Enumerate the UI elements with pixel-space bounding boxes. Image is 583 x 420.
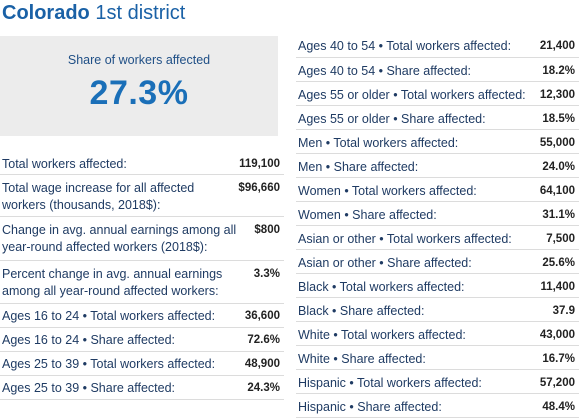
stat-value: 24.3% (247, 382, 280, 394)
stat-label: Asian or other • Share affected: (298, 256, 472, 270)
stat-row: Women • Share affected: 31.1% (296, 202, 579, 226)
stat-value: 24.0% (542, 161, 575, 173)
stat-label: Total wage increase for all affected wor… (2, 181, 195, 212)
page-title: Colorado 1st district (2, 0, 185, 26)
stat-row: Ages 25 to 39 • Total workers affected: … (0, 352, 284, 376)
stat-row: Total workers affected: 119,100 (0, 147, 284, 175)
stat-row: Ages 55 or older • Total workers affecte… (296, 82, 579, 106)
stat-label: Men • Share affected: (298, 160, 419, 174)
stat-label: Ages 40 to 54 • Total workers affected: (298, 39, 512, 53)
stat-label: Ages 55 or older • Total workers affecte… (298, 88, 526, 102)
stat-row: Men • Total workers affected: 55,000 (296, 130, 579, 154)
stat-value: 119,100 (239, 158, 280, 170)
stat-row: Men • Share affected: 24.0% (296, 154, 579, 178)
stat-value: 48.4% (542, 401, 575, 413)
stat-row: Ages 16 to 24 • Share affected: 72.6% (0, 328, 284, 352)
stat-value: 16.7% (542, 353, 575, 365)
stat-row: Change in avg. annual earnings among all… (0, 217, 284, 261)
stat-row: Percent change in avg. annual earnings a… (0, 261, 284, 304)
stat-label: Ages 16 to 24 • Share affected: (2, 333, 176, 347)
stat-value: 43,000 (539, 329, 575, 341)
stat-row: Ages 40 to 54 • Share affected: 18.2% (296, 58, 579, 82)
stat-label: White • Share affected: (298, 352, 426, 366)
stat-value: 36,600 (244, 310, 280, 322)
stat-row: Hispanic • Total workers affected: 57,20… (296, 370, 579, 394)
stat-row: Ages 25 to 39 • Share affected: 24.3% (0, 376, 284, 400)
stat-value: 11,400 (540, 281, 575, 293)
district-name: 1st district (95, 2, 186, 24)
share-summary-value: 27.3% (89, 74, 189, 112)
stat-row: Black • Share affected: 37.9 (296, 298, 579, 322)
stat-row: White • Share affected: 16.7% (296, 346, 579, 370)
stat-row: Asian or other • Total workers affected:… (296, 226, 579, 250)
stat-label: Asian or other • Total workers affected: (298, 232, 512, 246)
stat-row: Ages 40 to 54 • Total workers affected: … (296, 34, 579, 58)
stat-value: 18.5% (542, 113, 575, 125)
stat-row: Total wage increase for all affected wor… (0, 175, 284, 217)
stat-label: Total workers affected: (2, 157, 127, 171)
stat-label: Ages 25 to 39 • Share affected: (2, 381, 176, 395)
stat-value: 55,000 (539, 137, 575, 149)
stat-value: 64,100 (539, 185, 575, 197)
stat-row: Women • Total workers affected: 64,100 (296, 178, 579, 202)
stat-label: Black • Total workers affected: (298, 280, 465, 294)
stat-label: Change in avg. annual earnings among all… (2, 223, 237, 254)
stat-row: Black • Total workers affected: 11,400 (296, 274, 579, 298)
stat-label: Percent change in avg. annual earnings a… (2, 267, 223, 298)
stat-value: 21,400 (539, 40, 575, 52)
stat-label: Ages 25 to 39 • Total workers affected: (2, 357, 216, 371)
stat-label: Ages 40 to 54 • Share affected: (298, 64, 472, 78)
stat-row: Ages 16 to 24 • Total workers affected: … (0, 304, 284, 328)
stat-label: Women • Share affected: (298, 208, 437, 222)
stat-label: White • Total workers affected: (298, 328, 466, 342)
stat-label: Ages 16 to 24 • Total workers affected: (2, 309, 216, 323)
stat-label: Hispanic • Total workers affected: (298, 376, 482, 390)
stat-label: Hispanic • Share affected: (298, 400, 442, 414)
stat-value: 25.6% (542, 257, 575, 269)
stat-value: 3.3% (253, 268, 280, 280)
stat-value: $96,660 (238, 182, 280, 194)
stat-value: $800 (254, 224, 280, 236)
stat-label: Black • Share affected: (298, 304, 425, 318)
stat-value: 37.9 (552, 305, 575, 317)
stat-value: 72.6% (247, 334, 280, 346)
stat-label: Women • Total workers affected: (298, 184, 477, 198)
stat-label: Ages 55 or older • Share affected: (298, 112, 486, 126)
stat-value: 48,900 (244, 358, 280, 370)
stat-value: 31.1% (542, 209, 575, 221)
stat-label: Men • Total workers affected: (298, 136, 459, 150)
stat-row: Hispanic • Share affected: 48.4% (296, 394, 579, 418)
stat-value: 7,500 (546, 233, 575, 245)
stat-value: 12,300 (539, 89, 575, 101)
state-name: Colorado (2, 2, 90, 24)
stat-value: 57,200 (539, 377, 575, 389)
share-summary-label: Share of workers affected (67, 53, 211, 67)
stat-row: White • Total workers affected: 43,000 (296, 322, 579, 346)
stat-row: Ages 55 or older • Share affected: 18.5% (296, 106, 579, 130)
stat-row: Asian or other • Share affected: 25.6% (296, 250, 579, 274)
stat-value: 18.2% (542, 65, 575, 77)
share-summary-card: Share of workers affected 27.3% (0, 36, 278, 136)
